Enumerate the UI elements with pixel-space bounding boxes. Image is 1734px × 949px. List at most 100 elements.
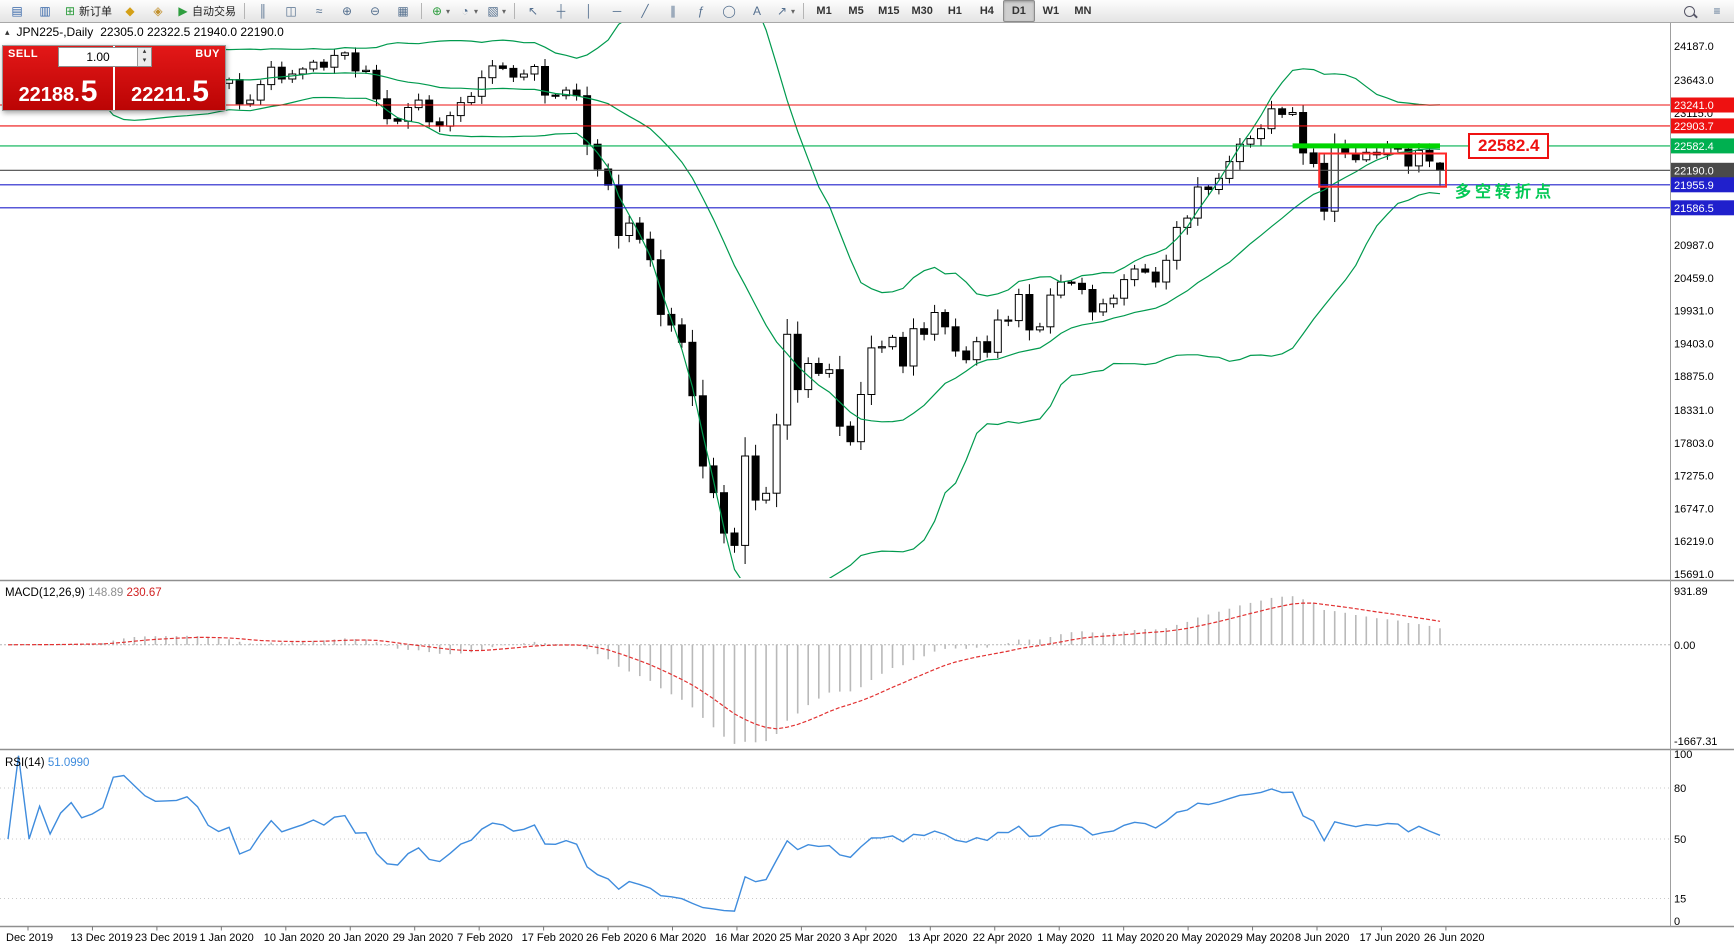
data-window-button[interactable]: ▥: [31, 1, 59, 21]
timeframe-m1-button[interactable]: M1: [816, 5, 832, 17]
new-order-button-label: 新订单: [79, 6, 112, 18]
shapes-button[interactable]: ◯: [715, 1, 743, 21]
trendline-button[interactable]: ╱: [631, 1, 659, 21]
timeframe-m15-button[interactable]: M15: [878, 5, 900, 17]
horizontal-line-icon: ─: [612, 4, 622, 18]
arrows-button[interactable]: ↗ ▾: [771, 1, 799, 21]
sell-label: SELL: [8, 48, 39, 60]
bollinger-lower-band: [7, 96, 1441, 578]
svg-text:21586.5: 21586.5: [1674, 203, 1714, 215]
date-label: Dec 2019: [6, 932, 53, 944]
dropdown-arrow-icon: ▾: [502, 6, 507, 16]
horizontal-line-button[interactable]: ─: [603, 1, 631, 21]
date-label: 22 Apr 2020: [973, 932, 1032, 944]
lot-increase-icon[interactable]: ▴: [142, 48, 147, 55]
mql5-community-button[interactable]: ◆: [116, 1, 144, 21]
toolbar-separator: [421, 3, 422, 19]
deposit-button[interactable]: ◈: [144, 1, 172, 21]
rsi-line: [7, 755, 1441, 912]
rsi-indicator-label: RSI(14) 51.0990: [5, 757, 89, 769]
market-watch-icon: ▤: [11, 4, 23, 18]
timeframe-m5-button[interactable]: M5: [848, 5, 864, 17]
date-label: 13 Apr 2020: [908, 932, 967, 944]
consolidation-rectangle[interactable]: [1318, 152, 1447, 188]
lot-decrease-icon[interactable]: ▾: [142, 57, 147, 64]
chart-collapse-icon[interactable]: ▴: [5, 26, 10, 37]
auto-trading-button-label: 自动交易: [192, 6, 236, 18]
dropdown-arrow-icon: ▾: [474, 6, 479, 16]
price-axis-label: 17275.0: [1674, 471, 1714, 483]
macd-axis-label: -1667.31: [1674, 736, 1717, 748]
candles-mode-button[interactable]: ◫: [277, 1, 305, 21]
price-axis-tag: [1670, 177, 1734, 193]
buy-label: BUY: [195, 48, 220, 60]
autotrading-play-icon: ▶: [178, 4, 188, 18]
rsi-axis-label: 15: [1674, 894, 1686, 906]
timeframe-mn-button[interactable]: MN: [1074, 5, 1092, 17]
ellipse-icon: ◯: [722, 4, 736, 18]
price-axis-label: 20459.0: [1674, 273, 1714, 285]
cursor-button[interactable]: ↖: [519, 1, 547, 21]
date-label: 23 Dec 2019: [135, 932, 197, 944]
text-button[interactable]: A: [743, 1, 771, 21]
date-label: 29 May 2020: [1231, 932, 1295, 944]
price-axis-label: 16219.0: [1674, 536, 1714, 548]
timeframe-h4-button[interactable]: H4: [979, 5, 994, 17]
chart-ohlc-values: 22305.0 22322.5 21940.0 22190.0: [100, 25, 284, 39]
market-watch-button[interactable]: ▤: [3, 1, 31, 21]
cursor-icon: ↖: [528, 4, 539, 18]
bollinger-middle-band: [7, 72, 1441, 423]
dropdown-arrow-icon: ▾: [791, 6, 796, 16]
fibonacci-button[interactable]: ƒ: [687, 1, 715, 21]
periods-button[interactable]: ◔ ▾: [454, 1, 482, 21]
indicators-button[interactable]: ⊕ ▾: [426, 1, 454, 21]
line-chart-icon: ≈: [315, 4, 323, 18]
chart-header: ▴ JPN225-,Daily 22305.0 22322.5 21940.0 …: [5, 25, 284, 39]
turning-point-label[interactable]: 多空转折点: [1455, 184, 1556, 201]
menu-button[interactable]: ≡: [1703, 1, 1731, 21]
timeframe-h1-button[interactable]: H1: [947, 5, 962, 17]
community-icon: ◆: [125, 4, 135, 18]
price-axis-tag: [1670, 162, 1734, 178]
date-label: 1 May 2020: [1037, 932, 1094, 944]
price-axis-label: 16747.0: [1674, 503, 1714, 515]
date-label: 17 Jun 2020: [1359, 932, 1420, 944]
tile-windows-button[interactable]: ▦: [389, 1, 417, 21]
price-level-annotation[interactable]: 22582.4: [1468, 133, 1550, 159]
toolbar-separator: [514, 3, 516, 19]
timeframe-w1-button[interactable]: W1: [1042, 5, 1060, 17]
price-axis-label: 15691.0: [1674, 569, 1714, 581]
crosshair-button[interactable]: ┼: [547, 1, 575, 21]
auto-trading-button[interactable]: ▶ 自动交易: [172, 1, 240, 21]
vertical-line-icon: │: [585, 4, 593, 18]
date-label: 17 Feb 2020: [522, 932, 584, 944]
text-icon: A: [753, 4, 762, 18]
new-order-button[interactable]: ⊞ 新订单: [59, 1, 116, 21]
lot-size-input[interactable]: 1.00 ▴ ▾: [58, 47, 152, 67]
zoom-out-button[interactable]: ⊖: [361, 1, 389, 21]
price-axis-label: 18875.0: [1674, 371, 1714, 383]
channel-icon: ∥: [670, 4, 677, 18]
timeframe-m30-button[interactable]: M30: [911, 5, 933, 17]
templates-button[interactable]: ▧ ▾: [482, 1, 510, 21]
line-mode-button[interactable]: ≈: [305, 1, 333, 21]
clock-icon: ◔: [461, 4, 469, 18]
candlestick-icon: ◫: [285, 4, 297, 18]
channel-button[interactable]: ∥: [659, 1, 687, 21]
bars-mode-button[interactable]: ║: [249, 1, 277, 21]
timeframe-d1-button[interactable]: D1: [1002, 0, 1035, 22]
indicators-icon: ⊕: [431, 4, 443, 18]
crosshair-icon: ┼: [556, 4, 566, 18]
date-label: 25 Mar 2020: [779, 932, 841, 944]
zoom-in-button[interactable]: ⊕: [333, 1, 361, 21]
svg-text:22190.0: 22190.0: [1674, 165, 1714, 177]
toolbar-separator: [803, 3, 805, 19]
date-label: 20 Jan 2020: [328, 932, 389, 944]
search-button[interactable]: [1675, 1, 1703, 21]
price-axis-label: 19931.0: [1674, 306, 1714, 318]
vertical-line-button[interactable]: │: [575, 1, 603, 21]
lot-value: 1.00: [86, 50, 110, 64]
menu-icon: ≡: [1713, 4, 1721, 18]
bollinger-upper-band: [7, 22, 1441, 297]
